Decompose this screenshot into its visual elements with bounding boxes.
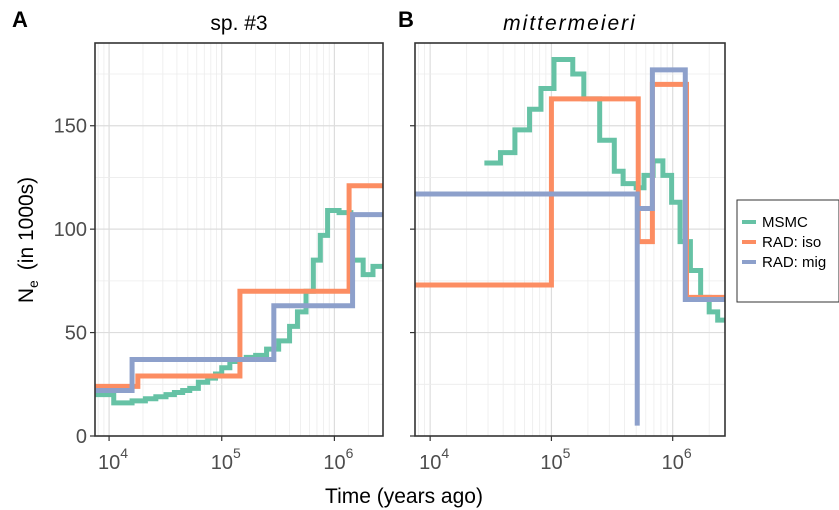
panel-a-series	[95, 183, 383, 406]
panel-a-frame	[94, 42, 384, 437]
x-tick-label: 104	[419, 445, 449, 474]
series-line-rad-iso	[95, 183, 383, 389]
panel-a-letter: A	[12, 7, 28, 32]
legend-items: MSMC RAD: iso RAD: mig	[742, 214, 826, 271]
x-tick-label: 106	[662, 445, 692, 474]
panel-b-letter: B	[398, 7, 414, 32]
legend-label: RAD: mig	[762, 254, 826, 271]
legend: MSMC RAD: iso RAD: mig	[736, 199, 839, 303]
x-tick-label: 105	[540, 445, 570, 474]
y-axis-title-unit: (in 1000s)	[15, 177, 38, 270]
x-tick-label: 105	[211, 445, 241, 474]
panel-b-y-axis	[410, 125, 415, 437]
x-tick-label: 106	[323, 445, 353, 474]
series-line-msmc	[484, 57, 725, 323]
panel-a: 0 50 100 150 104 105 106 A sp. #3	[12, 7, 384, 474]
legend-label: RAD: iso	[762, 234, 821, 251]
y-axis-title-subscript: e	[25, 280, 41, 288]
legend-box	[736, 199, 839, 303]
panel-b-series	[415, 57, 725, 426]
legend-label: MSMC	[762, 214, 808, 231]
panel-b-grid	[415, 43, 725, 436]
series-line-rad-mig	[415, 67, 725, 426]
y-tick-label: 0	[76, 426, 87, 448]
y-axis-title: Ne (in 1000s)	[15, 177, 41, 303]
panel-b-title: mittermeieri	[503, 12, 637, 35]
y-tick-label: 100	[54, 219, 87, 241]
series-line-rad-mig	[95, 212, 383, 393]
y-tick-label: 150	[54, 116, 87, 138]
panel-a-y-axis: 0 50 100 150	[54, 116, 95, 448]
x-axis-title: Time (years ago)	[325, 485, 483, 508]
panel-b-x-axis: 104 105 106	[419, 436, 692, 474]
x-tick-label: 104	[98, 445, 128, 474]
panel-b: 104 105 106 B mittermeieri	[398, 7, 726, 474]
y-tick-label: 50	[65, 323, 87, 345]
panel-a-title: sp. #3	[210, 12, 267, 35]
panel-b-frame	[414, 42, 726, 437]
panel-a-x-axis: 104 105 106	[98, 436, 354, 474]
y-axis-title-main: N	[15, 288, 38, 303]
